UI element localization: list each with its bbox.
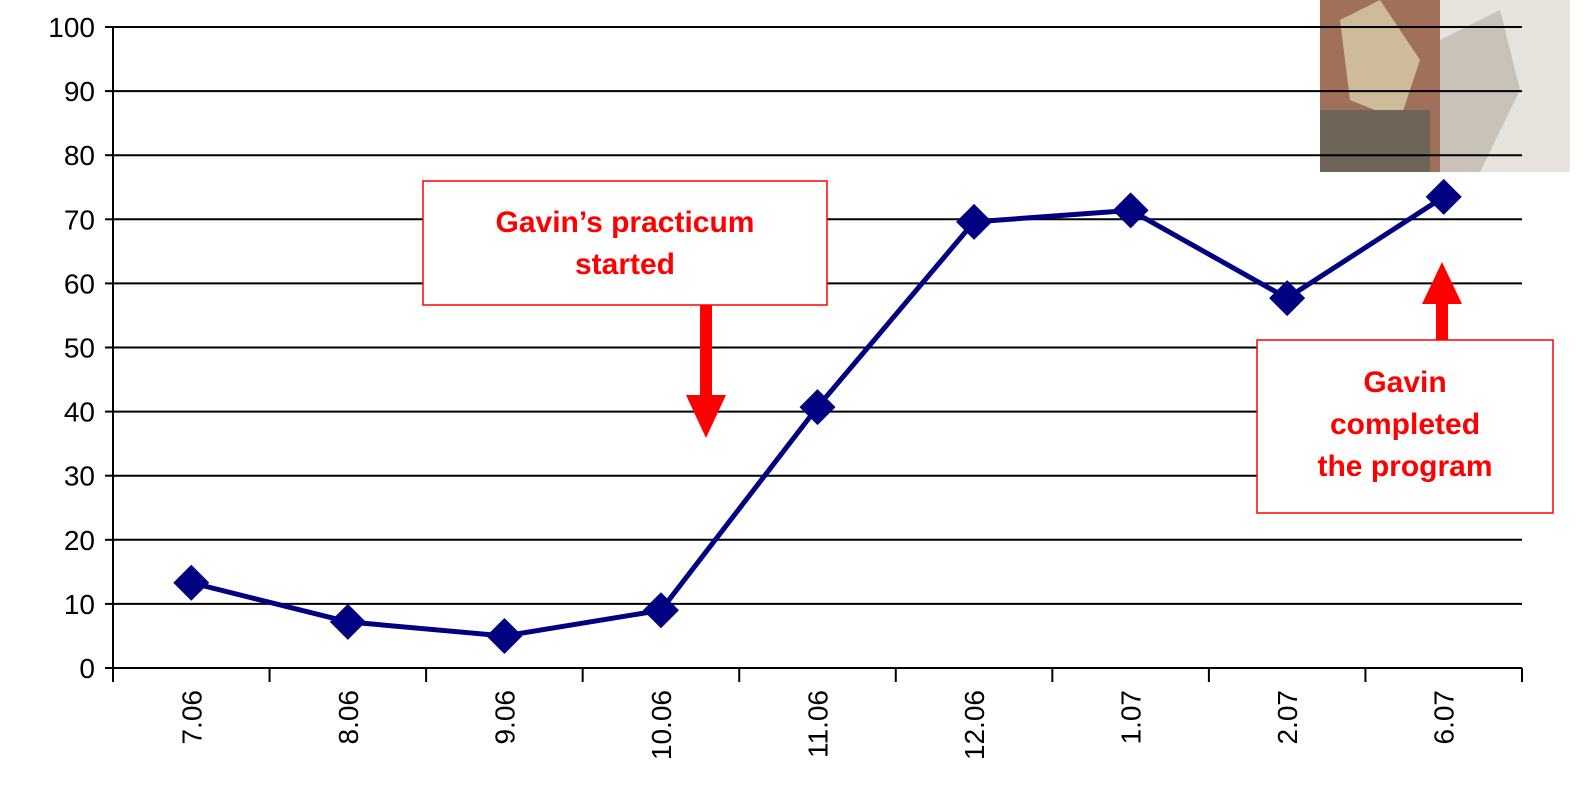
y-tick-label: 20 <box>64 525 95 556</box>
point-marker <box>330 604 366 640</box>
annotation-text: the program <box>1317 450 1492 483</box>
y-tick-label: 10 <box>64 589 95 620</box>
point-marker <box>1269 280 1305 316</box>
annotation-text: completed <box>1330 408 1480 441</box>
y-tick-label: 50 <box>64 333 95 364</box>
arrow-head <box>686 395 726 438</box>
point-marker <box>1426 179 1462 215</box>
chart: 0 10 20 30 40 50 60 70 80 90 100 7.06 8.06 9.06 10.06 1… <box>0 0 1594 805</box>
annotation-box <box>423 181 827 305</box>
x-tick-label: 12.06 <box>959 690 990 760</box>
x-tick-label: 6.07 <box>1429 690 1460 745</box>
y-tick-label: 90 <box>64 76 95 107</box>
x-tick-label: 9.06 <box>489 690 520 745</box>
arrow <box>1436 302 1448 340</box>
photo <box>1320 0 1570 172</box>
arrow <box>700 305 712 397</box>
y-tick-label: 60 <box>64 268 95 299</box>
x-tick-label: 7.06 <box>176 690 207 745</box>
annotation-text: Gavin <box>1363 366 1446 399</box>
x-tick-label: 11.06 <box>803 690 834 758</box>
point-marker <box>1113 192 1149 228</box>
point-marker <box>486 618 522 654</box>
x-tick-label: 1.07 <box>1116 690 1147 745</box>
page: {"chart_data": {"type": "line", "categor… <box>0 0 1594 805</box>
y-tick-label: 0 <box>79 653 95 684</box>
y-tick-label: 30 <box>64 461 95 492</box>
y-tick-label: 100 <box>48 12 95 43</box>
annotation-text: Gavin’s practicum <box>496 206 755 239</box>
x-tick-label: 10.06 <box>646 690 677 760</box>
y-tick-label: 70 <box>64 204 95 235</box>
x-tick-label: 2.07 <box>1272 690 1303 745</box>
x-tick-label: 8.06 <box>333 690 364 745</box>
y-tick-label: 80 <box>64 140 95 171</box>
annotation-text: started <box>575 248 675 281</box>
y-tick-label: 40 <box>64 397 95 428</box>
point-marker <box>173 565 209 601</box>
